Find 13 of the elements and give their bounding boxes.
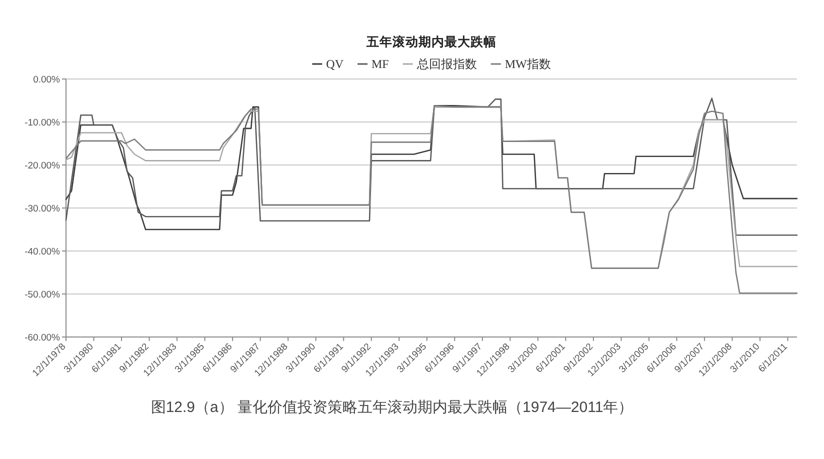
y-tick-label: -30.00% [24,204,61,214]
y-tick-label: -20.00% [24,160,61,172]
legend-label: MW指数 [504,57,551,71]
chart-title: 五年滚动期内最大跌幅 [366,34,496,49]
y-tick-label: 0.00% [33,74,61,86]
y-tick-label: -40.00% [24,246,61,258]
y-tick-label: -60.00% [24,332,61,344]
legend-label: 总回报指数 [416,57,477,71]
legend-label: MF [372,57,390,71]
y-tick-label: -50.00% [24,290,61,300]
legend-label: QV [326,57,344,71]
caption: 图12.9（a） 量化价值投资策略五年滚动期内最大跌幅（1974—2011年） [150,399,634,416]
y-tick-label: -10.00% [24,118,61,128]
